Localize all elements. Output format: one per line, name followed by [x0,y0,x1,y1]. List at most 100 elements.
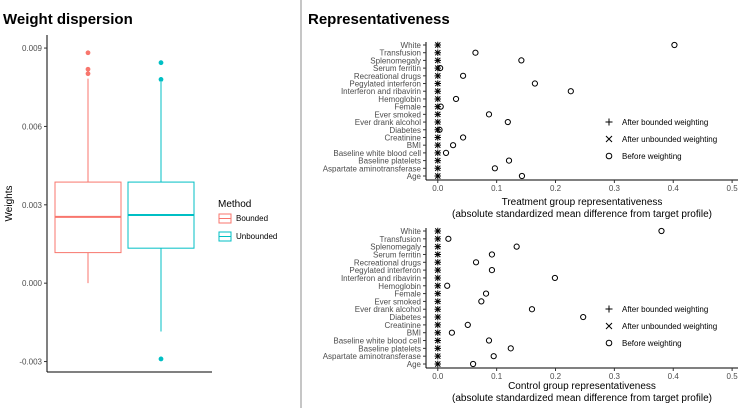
x-tick-label: 0.2 [550,184,562,193]
legend-label: After unbounded weighting [622,135,717,144]
bounded-outlier-point [85,66,91,72]
before-weighting-point [482,290,490,297]
variable-label: Serum ferritin [373,250,421,259]
before-weighting-point [459,72,467,79]
before-weighting-point [505,157,513,164]
unbounded-weighting-point [434,274,441,281]
variable-label: Age [407,360,422,369]
unbounded-outlier-point [158,77,164,82]
before-weighting-point [513,243,520,250]
variable-label: Interferon and ribavirin [341,274,421,283]
unbounded-weighting-point [434,80,441,87]
before-weighting-point [528,306,536,313]
unbounded-weighting-point [434,353,441,360]
variable-label: Splenomegaly [370,243,421,252]
unbounded-weighting-point [434,95,441,102]
control-representativeness-plot: 0.0 0.1 0.2 0.3 0.4 0.5 Control group represen… [323,227,739,404]
unbounded-weighting-point [434,282,441,289]
unbounded-weighting-point [434,337,441,344]
variable-label: Diabetes [389,313,421,322]
treatment-representativeness-plot: 0.0 0.1 0.2 0.3 0.4 0.5 Treatment group repres… [323,41,739,220]
variable-label: Female [394,103,421,112]
before-weighting-point [469,360,477,368]
before-weighting-point [437,103,444,110]
before-weighting-point [436,126,443,133]
unbounded-weighting-point [434,251,441,258]
unbounded-weighting-point [434,173,441,179]
unbounded-weighting-point [434,49,441,56]
variable-label: Pegylated interferon [349,80,421,89]
before-weighting-point [580,313,587,321]
before-weighting-point [464,321,471,328]
before-weighting-point [507,345,514,352]
variable-label: Creatinine [385,133,422,142]
x-axis-subtitle: (absolute standardized mean difference f… [452,393,712,404]
variable-label: Serum ferritin [373,64,421,73]
legend-label: Before weighting [622,339,682,348]
variable-label: Age [407,172,422,181]
x-axis-title: Control group representativeness [508,381,656,392]
before-weighting-point [442,149,450,156]
x-tick-label: 0.4 [668,372,680,381]
box-plot: -0.003 0.000 0.003 0.006 0.009 Weights Method B… [4,35,277,373]
before-weighting-point [518,172,526,180]
variable-label: Ever smoked [374,297,421,306]
before-weighting-point [448,329,456,336]
unbounded-weighting-point [434,235,441,242]
variable-label: Baseline platelets [358,157,421,166]
variable-label: White [401,227,422,236]
variable-label: Aspartate aminotransferase [323,352,422,361]
unbounded-weighting-point [434,321,441,328]
unbounded-weighting-point [434,72,441,79]
unbounded-weighting-point [434,361,441,367]
before-weighting-point [671,41,678,49]
variable-label: Ever drank alcohol [355,118,421,127]
unbounded-weighting-point [434,306,441,313]
before-weighting-point [472,259,480,266]
before-weighting-point [485,337,493,344]
variable-label: Hemoglobin [378,95,421,104]
unbounded-weighting-point [434,290,441,297]
unbounded-weighting-point [434,345,441,352]
before-weighting-point [478,298,485,305]
unbounded-weighting-point [434,142,441,149]
legend-bounded-key [605,118,613,126]
unbounded-weighting-point [434,228,441,234]
unbounded-weighting-point [434,126,441,133]
unbounded-weighting-point [434,329,441,336]
unbounded-weighting-point [434,314,441,321]
variable-label: Aspartate aminotransferase [323,164,422,173]
x-tick-label: 0.0 [432,372,444,381]
legend-title: Method [218,199,251,210]
right-panel-title: Representativeness [308,11,450,28]
variable-label: Interferon and ribavirin [341,87,421,96]
x-axis-title: Treatment group representativeness [502,197,663,208]
x-tick-label: 0.3 [609,184,621,193]
unbounded-weighting-point [434,165,441,172]
legend-label: After bounded weighting [622,305,708,314]
y-tick-label: 0.009 [22,44,43,53]
bounded-outlier-point [85,50,91,56]
legend-bounded-label: Bounded [236,214,268,223]
variable-label: Pegylated interferon [349,266,421,275]
variable-label: Recreational drugs [354,258,421,267]
before-weighting-point [518,57,525,64]
before-weighting-point [437,65,444,72]
legend-before-key [605,152,613,160]
before-weighting-point [658,227,665,235]
variable-label: Female [394,290,421,299]
x-tick-label: 0.4 [668,184,680,193]
variable-label: BMI [407,329,421,338]
before-weighting-point [449,142,457,149]
variable-label: Transfusion [380,49,422,58]
before-weighting-point [488,251,496,258]
variable-label: Baseline white blood cell [333,149,421,158]
before-weighting-point [472,49,479,56]
unbounded-weighting-point [434,157,441,164]
unbounded-weighting-point [434,88,441,95]
legend-unbounded-key [605,135,613,143]
unbounded-weighting-point [434,259,441,266]
legend-label: After bounded weighting [622,118,708,127]
variable-label: Hemoglobin [378,282,421,291]
